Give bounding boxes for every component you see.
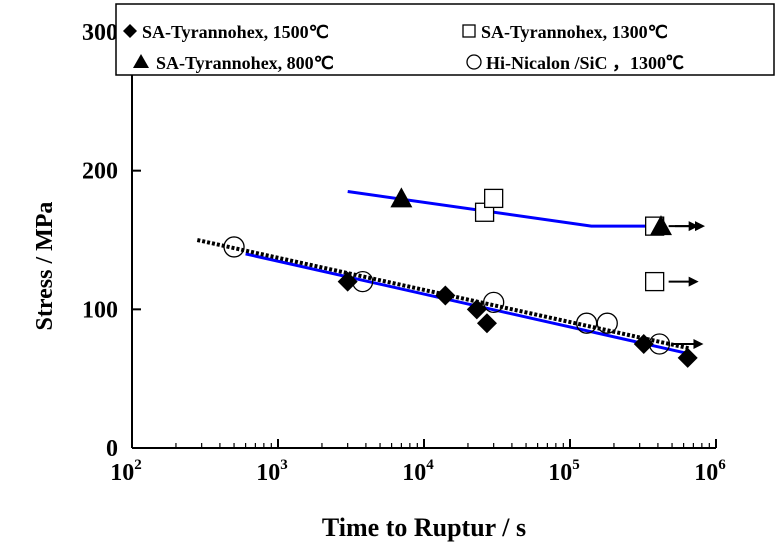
y-tick-label: 0 — [106, 436, 118, 462]
legend-label: Hi-Nicalon /SiC ，1300℃ — [486, 53, 684, 73]
fit-line-solid — [347, 190, 661, 228]
data-point — [677, 347, 698, 368]
runout-arrowhead — [693, 339, 704, 349]
data-point — [466, 299, 487, 320]
data-points — [223, 187, 698, 368]
data-point — [633, 334, 654, 354]
y-tick-label: 200 — [82, 159, 118, 185]
y-tick-label: 300 — [82, 20, 118, 46]
legend-box — [115, 3, 775, 76]
legend-label: SA-Tyrannohex, 1500℃ — [142, 22, 329, 42]
legend-label: SA-Tyrannohex, 1300℃ — [481, 22, 668, 42]
x-tick-label: 104 — [402, 457, 434, 486]
data-point — [484, 188, 504, 209]
legend: SA-Tyrannohex, 1500℃ SA-Tyrannohex, 1300℃… — [115, 3, 775, 76]
data-point — [337, 271, 358, 292]
x-axis-label: Time to Ruptur / s — [322, 513, 526, 542]
y-axis-ticks: 0 100 200 300 — [82, 20, 141, 462]
data-point — [435, 285, 456, 306]
data-point — [390, 187, 413, 208]
plot-area — [131, 32, 716, 449]
legend-marker — [133, 54, 149, 68]
data-point — [649, 215, 672, 236]
runout-arrowhead — [694, 221, 705, 232]
data-point — [483, 291, 505, 314]
legend-marker — [466, 54, 482, 70]
runout-arrows — [668, 221, 705, 349]
data-point — [644, 271, 665, 292]
legend-marker — [462, 24, 476, 38]
x-axis-ticks: 102 103 104 105 106 — [110, 439, 726, 486]
data-point — [351, 270, 374, 293]
fit-line-solid — [245, 252, 690, 356]
y-tick-label: 100 — [82, 297, 118, 323]
data-point — [476, 313, 497, 334]
data-point — [596, 312, 618, 334]
data-point — [648, 333, 671, 355]
data-point — [223, 236, 245, 258]
x-tick-label: 106 — [694, 457, 726, 486]
x-tick-label: 103 — [256, 457, 288, 486]
runout-arrowhead — [688, 276, 699, 287]
y-axis-label: Stress / MPa — [32, 202, 58, 331]
x-tick-label: 102 — [110, 457, 142, 486]
legend-label: SA-Tyrannohex, 800℃ — [156, 53, 334, 73]
legend-marker — [123, 24, 137, 38]
x-tick-label: 105 — [548, 457, 580, 486]
